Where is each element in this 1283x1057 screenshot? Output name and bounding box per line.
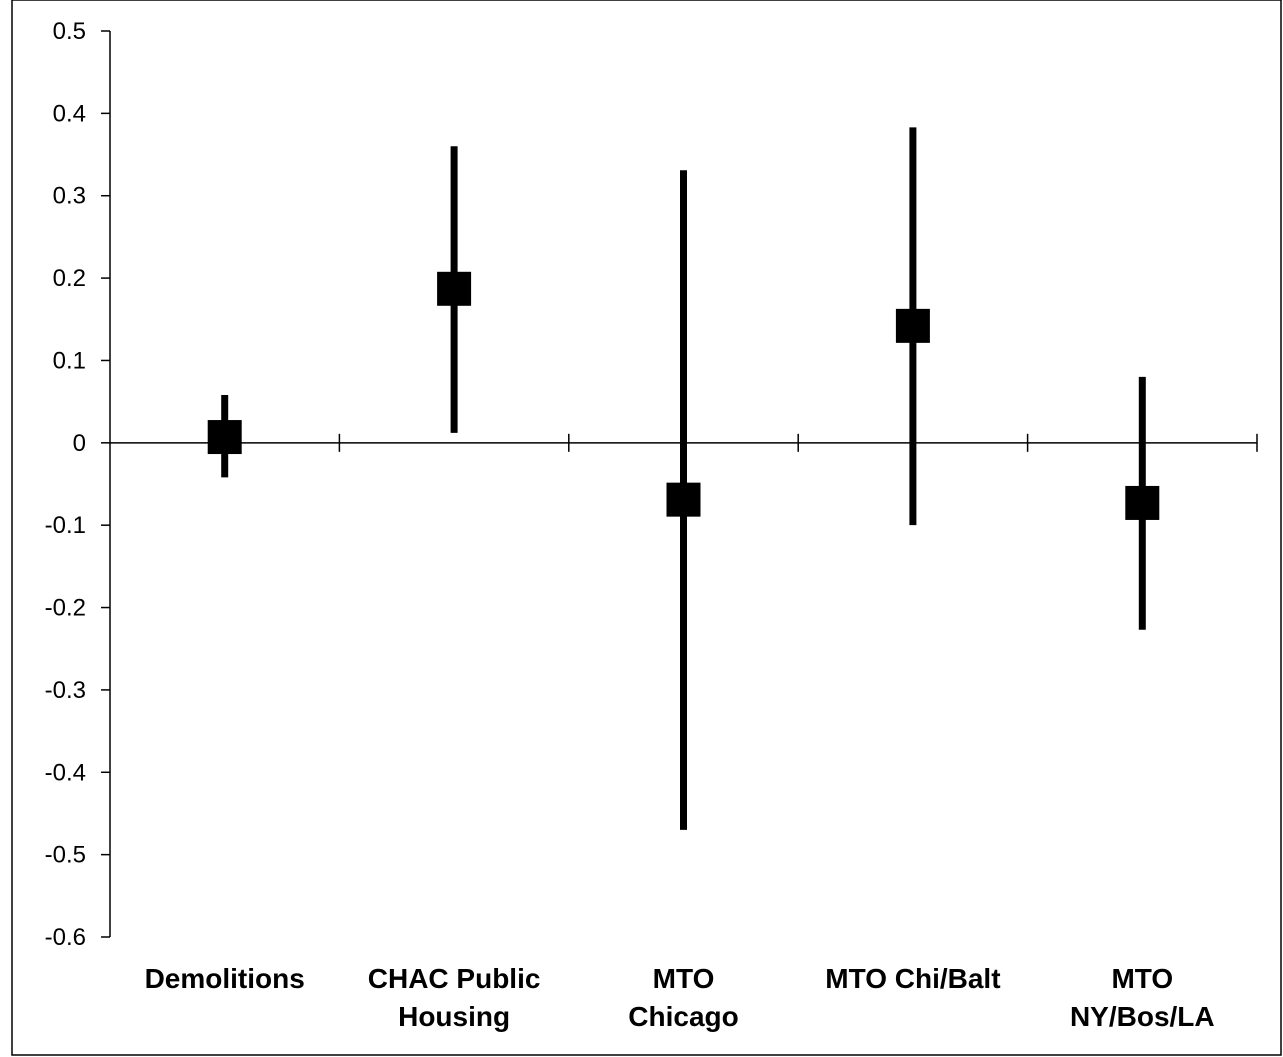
category-label: MTO Chi/Balt [825,963,1000,994]
category-label: Housing [398,1001,510,1032]
point-estimate-marker [895,308,930,343]
point-estimate-marker [207,420,242,455]
y-tick-label: 0.5 [53,18,86,45]
y-tick-label: 0.4 [53,100,86,127]
y-tick-label: 0.1 [53,347,86,374]
point-estimate-marker [437,271,472,306]
y-tick-label: -0.2 [45,595,86,622]
y-tick-label: -0.4 [45,759,86,786]
y-tick-label: 0 [73,430,86,457]
category-label: Chicago [628,1001,738,1032]
point-estimate-marker [1125,485,1160,520]
point-estimate-marker [666,482,701,517]
category-label: Demolitions [145,963,305,994]
category-label: MTO [1111,963,1173,994]
y-tick-label: -0.5 [45,842,86,869]
y-tick-label: -0.6 [45,924,86,951]
y-tick-label: 0.2 [53,265,86,292]
category-label: CHAC Public [368,963,541,994]
category-label: NY/Bos/LA [1070,1001,1215,1032]
category-label: MTO [653,963,715,994]
y-tick-label: -0.3 [45,677,86,704]
y-tick-label: -0.1 [45,512,86,539]
chart-border [11,0,1282,1056]
chart-marks [207,127,1160,830]
y-tick-label: 0.3 [53,183,86,210]
chart-labels: 0.5 0.4 0.3 0.2 0.1 0 -0.1 -0.2 -0.3 -0.4 -0.5 -0.6… [45,18,1215,1032]
